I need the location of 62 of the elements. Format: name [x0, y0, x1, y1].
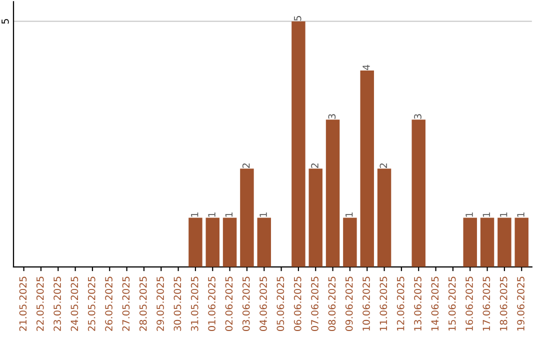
x-tick-label: 17.06.2025 — [482, 276, 490, 331]
bar — [498, 218, 512, 267]
x-tick-label: 05.06.2025 — [276, 276, 284, 331]
x-tick-label: 06.06.2025 — [294, 276, 302, 331]
x-tick-label: 25.05.2025 — [88, 276, 96, 331]
data-label: 1 — [260, 212, 267, 217]
x-tick-label: 16.06.2025 — [466, 276, 473, 331]
x-tick-label: 07.06.2025 — [311, 276, 318, 331]
x-tick-label: 02.06.2025 — [225, 276, 233, 331]
data-label: 1 — [466, 212, 473, 217]
bar — [377, 168, 392, 267]
data-label: 1 — [346, 212, 353, 217]
data-label: 5 — [294, 16, 302, 21]
data-label: 2 — [242, 163, 250, 168]
bar — [343, 218, 357, 267]
x-tick-label: 10.06.2025 — [362, 276, 370, 331]
x-tick-label: 24.05.2025 — [70, 276, 78, 331]
data-label: 3 — [328, 114, 336, 119]
x-tick-label: 12.06.2025 — [396, 276, 404, 331]
x-tick-label: 18.06.2025 — [500, 276, 508, 331]
x-tick-label: 30.05.2025 — [174, 276, 182, 331]
bar — [412, 120, 426, 267]
x-tick-label: 29.05.2025 — [156, 276, 164, 331]
x-tick-label: 15.06.2025 — [448, 276, 456, 331]
data-label: 4 — [362, 64, 370, 70]
x-tick-label: 21.05.2025 — [19, 276, 27, 331]
x-tick-label: 04.06.2025 — [260, 276, 267, 331]
data-label: 1 — [500, 212, 508, 217]
bar — [360, 70, 374, 267]
x-tick-label: 13.06.2025 — [414, 276, 422, 331]
data-label: 2 — [380, 163, 387, 168]
data-label: 1 — [208, 212, 216, 217]
data-label: 3 — [414, 114, 422, 119]
x-tick-label: 31.05.2025 — [190, 276, 198, 331]
x-tick-label: 08.06.2025 — [328, 276, 336, 331]
bar — [308, 168, 322, 267]
bar — [188, 218, 202, 267]
bar — [206, 218, 220, 267]
data-label: 1 — [517, 212, 524, 217]
bar — [326, 120, 340, 267]
data-label: 1 — [482, 212, 490, 217]
x-tick-label: 22.05.2025 — [36, 276, 44, 331]
bar — [240, 168, 254, 267]
x-tick-label: 27.05.2025 — [122, 276, 130, 331]
x-tick-label: 26.05.2025 — [105, 276, 112, 331]
bar — [463, 218, 477, 267]
bar — [514, 218, 528, 267]
x-tick-label: 01.06.2025 — [208, 276, 216, 331]
data-label: 1 — [191, 212, 198, 217]
x-tick-label: 28.05.2025 — [139, 276, 147, 331]
data-label: 1 — [225, 212, 232, 217]
data-label: 2 — [311, 163, 318, 168]
x-tick-label: 23.05.2025 — [54, 276, 61, 331]
x-tick-label: 03.06.2025 — [242, 276, 250, 331]
bar — [292, 21, 306, 267]
bar — [222, 218, 237, 267]
bar — [257, 218, 271, 267]
x-tick-label: 19.06.2025 — [517, 276, 524, 331]
bar — [480, 218, 494, 267]
x-tick-label: 11.06.2025 — [380, 276, 388, 331]
x-tick-label: 14.06.2025 — [431, 276, 439, 331]
x-tick-label: 09.06.2025 — [345, 276, 353, 331]
